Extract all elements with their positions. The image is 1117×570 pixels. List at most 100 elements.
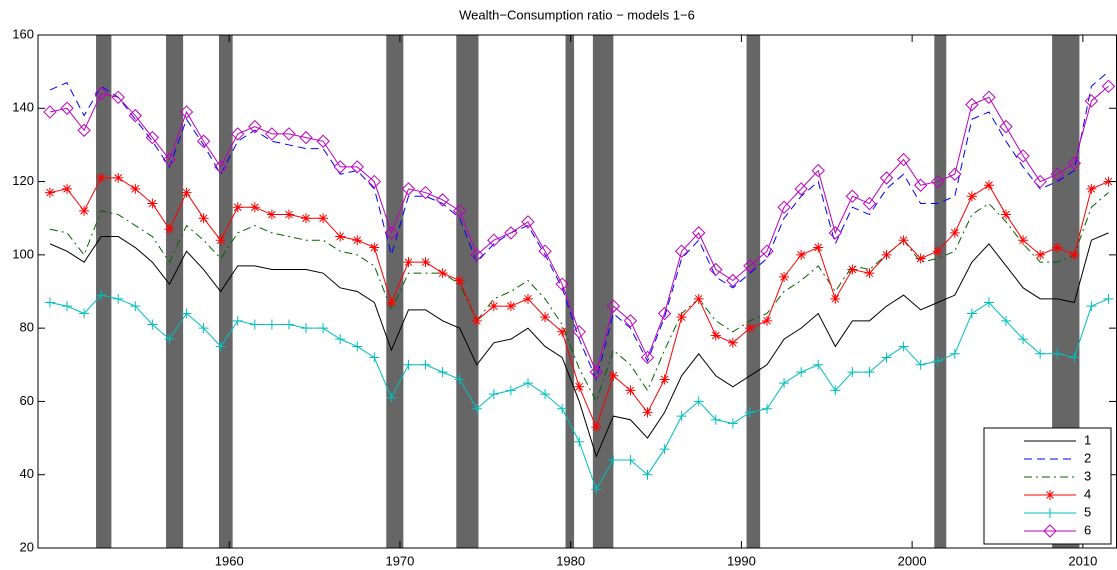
marker bbox=[282, 127, 296, 141]
marker bbox=[384, 226, 399, 240]
marker bbox=[606, 299, 621, 313]
marker bbox=[744, 407, 755, 418]
x-tick-label: 2000 bbox=[898, 553, 927, 568]
marker bbox=[386, 392, 397, 403]
marker bbox=[640, 350, 655, 365]
marker bbox=[693, 293, 704, 304]
y-tick-label: 120 bbox=[12, 173, 34, 188]
y-tick-label: 20 bbox=[20, 539, 34, 554]
marker bbox=[574, 436, 585, 447]
marker bbox=[864, 268, 875, 279]
marker bbox=[709, 262, 723, 277]
marker bbox=[727, 337, 738, 348]
marker bbox=[760, 244, 774, 258]
marker bbox=[113, 172, 124, 183]
marker bbox=[1101, 79, 1116, 94]
marker bbox=[642, 469, 653, 480]
marker bbox=[864, 367, 875, 378]
marker bbox=[625, 455, 636, 466]
marker bbox=[1045, 508, 1055, 518]
marker bbox=[333, 160, 347, 174]
marker bbox=[710, 414, 721, 425]
marker bbox=[487, 233, 501, 247]
marker bbox=[1086, 183, 1097, 194]
marker bbox=[352, 235, 363, 246]
recession-band bbox=[934, 35, 947, 548]
marker bbox=[403, 257, 414, 268]
marker bbox=[113, 293, 124, 304]
marker bbox=[77, 123, 91, 137]
marker bbox=[248, 119, 262, 134]
marker bbox=[470, 248, 484, 262]
marker bbox=[505, 301, 516, 312]
marker bbox=[813, 242, 824, 253]
marker bbox=[555, 277, 569, 291]
marker bbox=[318, 323, 329, 334]
marker bbox=[983, 180, 994, 191]
marker bbox=[437, 367, 448, 378]
marker bbox=[1084, 94, 1099, 108]
marker bbox=[369, 242, 380, 253]
marker bbox=[726, 273, 740, 288]
marker bbox=[913, 178, 928, 192]
legend-label: 1 bbox=[1084, 432, 1091, 447]
marker bbox=[249, 202, 260, 213]
legend-label: 2 bbox=[1084, 450, 1091, 465]
marker bbox=[130, 183, 141, 194]
marker bbox=[676, 411, 687, 422]
marker bbox=[350, 160, 364, 174]
marker bbox=[1033, 174, 1047, 189]
x-tick-label: 1990 bbox=[727, 553, 756, 568]
marker bbox=[948, 167, 962, 181]
marker bbox=[96, 290, 107, 301]
marker bbox=[589, 365, 603, 379]
marker bbox=[196, 134, 211, 148]
marker bbox=[845, 189, 860, 203]
marker bbox=[232, 202, 243, 213]
marker bbox=[62, 183, 73, 194]
marker bbox=[931, 174, 945, 189]
series-line bbox=[49, 294, 1109, 491]
marker bbox=[352, 341, 363, 352]
marker bbox=[145, 130, 160, 145]
marker bbox=[1045, 490, 1055, 500]
marker bbox=[181, 187, 192, 198]
marker bbox=[965, 97, 979, 112]
marker bbox=[179, 105, 194, 119]
marker bbox=[572, 325, 586, 339]
marker bbox=[1052, 348, 1063, 359]
marker bbox=[710, 330, 721, 341]
plot-frame bbox=[37, 34, 1117, 549]
marker bbox=[1050, 167, 1064, 181]
marker bbox=[540, 312, 551, 323]
marker bbox=[999, 119, 1013, 134]
marker bbox=[932, 246, 943, 257]
marker bbox=[232, 315, 243, 326]
marker bbox=[692, 226, 706, 240]
marker bbox=[522, 378, 533, 389]
marker bbox=[674, 244, 689, 258]
marker bbox=[316, 134, 330, 148]
marker bbox=[301, 323, 312, 334]
marker bbox=[796, 249, 807, 260]
x-tick-label: 2010 bbox=[1068, 553, 1097, 568]
marker bbox=[898, 341, 909, 352]
marker bbox=[505, 385, 516, 396]
marker bbox=[369, 352, 380, 363]
marker bbox=[642, 407, 653, 418]
marker bbox=[96, 172, 107, 183]
marker bbox=[283, 209, 294, 220]
marker bbox=[1103, 176, 1114, 187]
marker bbox=[1067, 156, 1082, 170]
marker bbox=[335, 231, 346, 242]
marker bbox=[777, 200, 791, 214]
recession-band bbox=[746, 35, 761, 548]
marker bbox=[283, 319, 294, 330]
marker bbox=[60, 101, 74, 115]
marker bbox=[743, 259, 757, 273]
marker bbox=[727, 418, 738, 429]
marker bbox=[879, 171, 894, 185]
legend-label: 6 bbox=[1084, 522, 1091, 537]
marker bbox=[1001, 209, 1012, 220]
